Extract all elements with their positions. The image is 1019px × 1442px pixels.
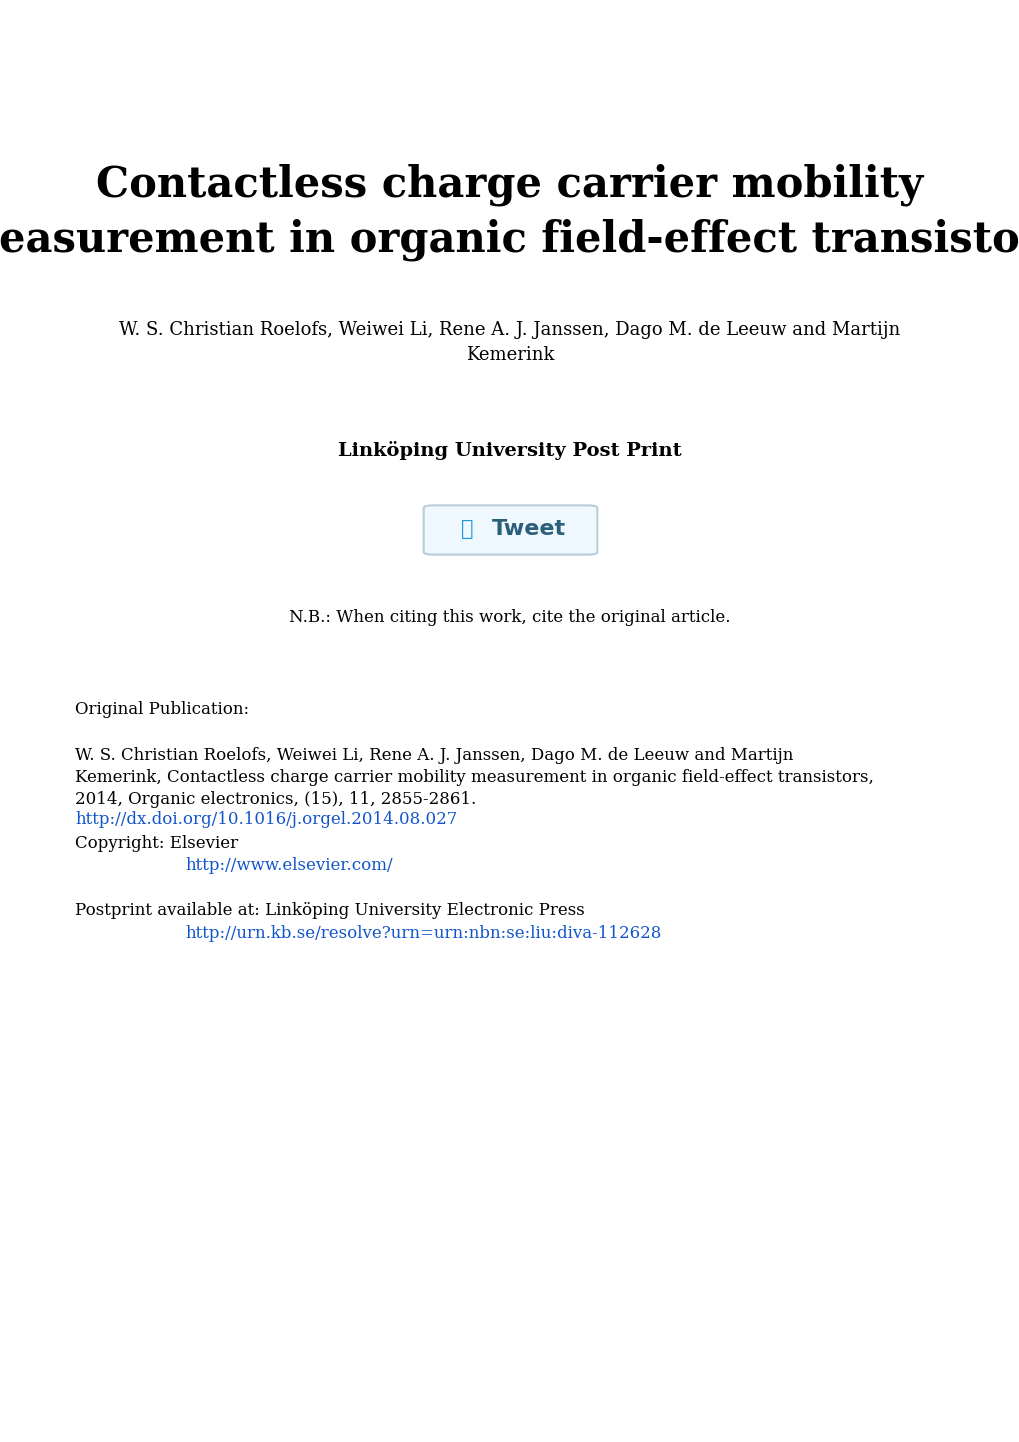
Text: Linköping University Post Print: Linköping University Post Print <box>338 440 681 460</box>
Text: W. S. Christian Roelofs, Weiwei Li, Rene A. J. Janssen, Dago M. de Leeuw and Mar: W. S. Christian Roelofs, Weiwei Li, Rene… <box>119 322 900 339</box>
Text: Tweet: Tweet <box>491 519 566 539</box>
Text: http://www.elsevier.com/: http://www.elsevier.com/ <box>184 858 392 874</box>
FancyBboxPatch shape <box>423 505 597 555</box>
Text: Postprint available at: Linköping University Electronic Press: Postprint available at: Linköping Univer… <box>75 901 584 919</box>
Text: http://dx.doi.org/10.1016/j.orgel.2014.08.027: http://dx.doi.org/10.1016/j.orgel.2014.0… <box>75 812 457 829</box>
Text: 🐦: 🐦 <box>461 519 473 539</box>
Text: W. S. Christian Roelofs, Weiwei Li, Rene A. J. Janssen, Dago M. de Leeuw and Mar: W. S. Christian Roelofs, Weiwei Li, Rene… <box>75 747 793 763</box>
Text: http://urn.kb.se/resolve?urn=urn:nbn:se:liu:diva-112628: http://urn.kb.se/resolve?urn=urn:nbn:se:… <box>184 924 660 942</box>
Text: N.B.: When citing this work, cite the original article.: N.B.: When citing this work, cite the or… <box>289 610 730 626</box>
Text: measurement in organic field-effect transistors: measurement in organic field-effect tran… <box>0 219 1019 261</box>
Text: Kemerink, Contactless charge carrier mobility measurement in organic field-effec: Kemerink, Contactless charge carrier mob… <box>75 769 873 786</box>
Text: Contactless charge carrier mobility: Contactless charge carrier mobility <box>96 164 923 206</box>
Text: Copyright: Elsevier: Copyright: Elsevier <box>75 835 237 851</box>
Text: 2014, Organic electronics, (15), 11, 2855-2861.: 2014, Organic electronics, (15), 11, 285… <box>75 790 476 808</box>
Text: Kemerink: Kemerink <box>466 346 553 363</box>
Text: Original Publication:: Original Publication: <box>75 701 249 718</box>
